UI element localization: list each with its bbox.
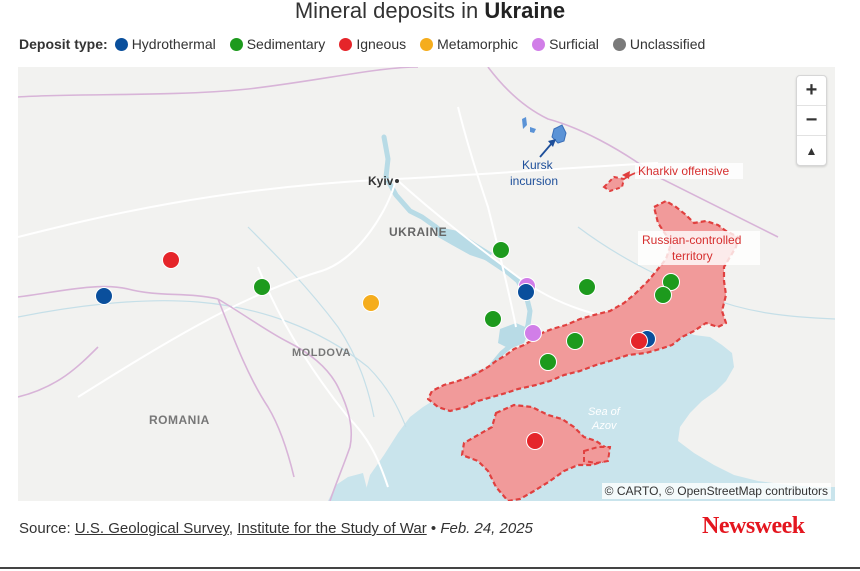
- border-moldova-west: [217, 298, 295, 478]
- kakhovka-reservoir: [498, 323, 530, 349]
- label-romania: ROMANIA: [149, 413, 210, 427]
- legend-label: Sedimentary: [246, 36, 326, 52]
- west-coast-water: [328, 473, 370, 501]
- source-link-isw[interactable]: Institute for the Study of War: [237, 520, 427, 537]
- legend-dot-igneous: [339, 37, 353, 51]
- label-ukraine: UKRAINE: [389, 225, 447, 239]
- bottom-divider: [0, 567, 860, 569]
- deposit-marker-sedimentary[interactable]: [484, 310, 502, 328]
- source-label: Source:: [19, 520, 75, 537]
- kursk-incursion-area: [530, 127, 536, 133]
- border-romania-north: [18, 285, 219, 300]
- border-moldova: [217, 298, 353, 501]
- label-kyiv: Kyiv: [368, 174, 394, 188]
- legend-label: Igneous: [356, 36, 407, 52]
- legend-item-sedimentary[interactable]: Sedimentary: [229, 36, 326, 52]
- annotation-russian-bg: [638, 231, 760, 265]
- kharkiv-arrowhead: [622, 171, 630, 179]
- annotation-kursk-1: Kursk: [522, 158, 554, 172]
- newsweek-logo[interactable]: Newsweek: [702, 513, 805, 539]
- legend-title: Deposit type:: [19, 36, 108, 52]
- deposit-marker-sedimentary[interactable]: [539, 353, 557, 371]
- road: [77, 178, 397, 398]
- kharkiv-offensive-area: [602, 175, 626, 193]
- deposit-marker-sedimentary[interactable]: [662, 273, 680, 291]
- reset-north-button[interactable]: ▲: [805, 143, 818, 158]
- kerch-peninsula: [583, 446, 612, 465]
- deposit-marker-hydrothermal[interactable]: [95, 287, 113, 305]
- source-separator: ,: [228, 520, 238, 537]
- legend-label: Hydrothermal: [131, 36, 216, 52]
- legend-dot-metamorphic: [420, 37, 434, 51]
- source-bullet: •: [426, 520, 441, 537]
- zoom-controls: + − ▲: [796, 75, 827, 166]
- deposit-marker-sedimentary[interactable]: [566, 332, 584, 350]
- river: [18, 300, 407, 428]
- deposit-marker-sedimentary[interactable]: [578, 278, 596, 296]
- border-romania-south: [18, 346, 99, 398]
- kyiv-marker: [395, 179, 399, 183]
- deposit-marker-sedimentary[interactable]: [492, 241, 510, 259]
- source-date: Feb. 24, 2025: [440, 520, 533, 537]
- river: [247, 226, 375, 418]
- source-footer: Source: U.S. Geological Survey, Institut…: [19, 520, 533, 537]
- deposit-marker-surficial[interactable]: [524, 324, 542, 342]
- road: [457, 106, 517, 328]
- legend-dot-hydrothermal: [114, 37, 128, 51]
- road: [257, 266, 389, 488]
- border-north: [18, 67, 419, 98]
- legend: Deposit type: Hydrothermal Sedimentary I…: [19, 35, 719, 53]
- kursk-incursion-area: [551, 124, 567, 144]
- annotation-kharkiv-bg: [635, 163, 743, 179]
- label-moldova: MOLDOVA: [292, 347, 351, 359]
- legend-dot-sedimentary: [229, 37, 243, 51]
- zoom-in-button[interactable]: +: [797, 76, 826, 106]
- legend-label: Surficial: [549, 36, 599, 52]
- page-title: Mineral deposits in Ukraine: [0, 0, 860, 22]
- source-link-usgs[interactable]: U.S. Geological Survey: [74, 520, 229, 537]
- annotation-russian-1: Russian-controlled: [642, 233, 741, 247]
- legend-label: Unclassified: [629, 36, 706, 52]
- map-canvas[interactable]: Kyiv UKRAINE MOLDOVA ROMANIA Sea of Azov…: [18, 67, 835, 501]
- road: [18, 162, 659, 238]
- zoom-out-button[interactable]: −: [797, 106, 826, 136]
- annotation-kursk-2: incursion: [510, 174, 558, 188]
- kremenchuk-reservoir: [438, 227, 492, 261]
- annotation-kharkiv: Kharkiv offensive: [638, 164, 729, 178]
- legend-dot-unclassified: [612, 37, 626, 51]
- deposit-marker-metamorphic[interactable]: [362, 294, 380, 312]
- kursk-incursion-area: [522, 117, 527, 129]
- map-attribution: © CARTO, © OpenStreetMap contributors: [601, 483, 831, 499]
- map[interactable]: Kyiv UKRAINE MOLDOVA ROMANIA Sea of Azov…: [18, 67, 835, 501]
- title-prefix: Mineral deposits in: [294, 0, 485, 23]
- legend-item-igneous[interactable]: Igneous: [339, 36, 406, 52]
- deposit-marker-igneous[interactable]: [630, 332, 648, 350]
- kursk-arrowhead: [548, 139, 556, 147]
- title-bold: Ukraine: [484, 0, 566, 23]
- label-sea-of-azov-1: Sea of: [588, 406, 621, 418]
- deposit-marker-igneous[interactable]: [162, 251, 180, 269]
- deposit-marker-hydrothermal[interactable]: [517, 283, 535, 301]
- annotation-russian-2: territory: [672, 249, 713, 263]
- crimea: [460, 403, 610, 501]
- legend-item-surficial[interactable]: Surficial: [532, 36, 599, 52]
- deposit-marker-sedimentary[interactable]: [253, 278, 271, 296]
- legend-label: Metamorphic: [437, 36, 519, 52]
- deposit-marker-sedimentary[interactable]: [654, 286, 672, 304]
- legend-dot-surficial: [532, 37, 546, 51]
- legend-item-unclassified[interactable]: Unclassified: [612, 36, 706, 52]
- legend-item-metamorphic[interactable]: Metamorphic: [420, 36, 518, 52]
- legend-item-hydrothermal[interactable]: Hydrothermal: [114, 36, 216, 52]
- deposit-marker-igneous[interactable]: [526, 432, 544, 450]
- border-northeast: [487, 67, 779, 238]
- label-sea-of-azov-2: Azov: [591, 420, 618, 432]
- kursk-arrow: [539, 142, 553, 158]
